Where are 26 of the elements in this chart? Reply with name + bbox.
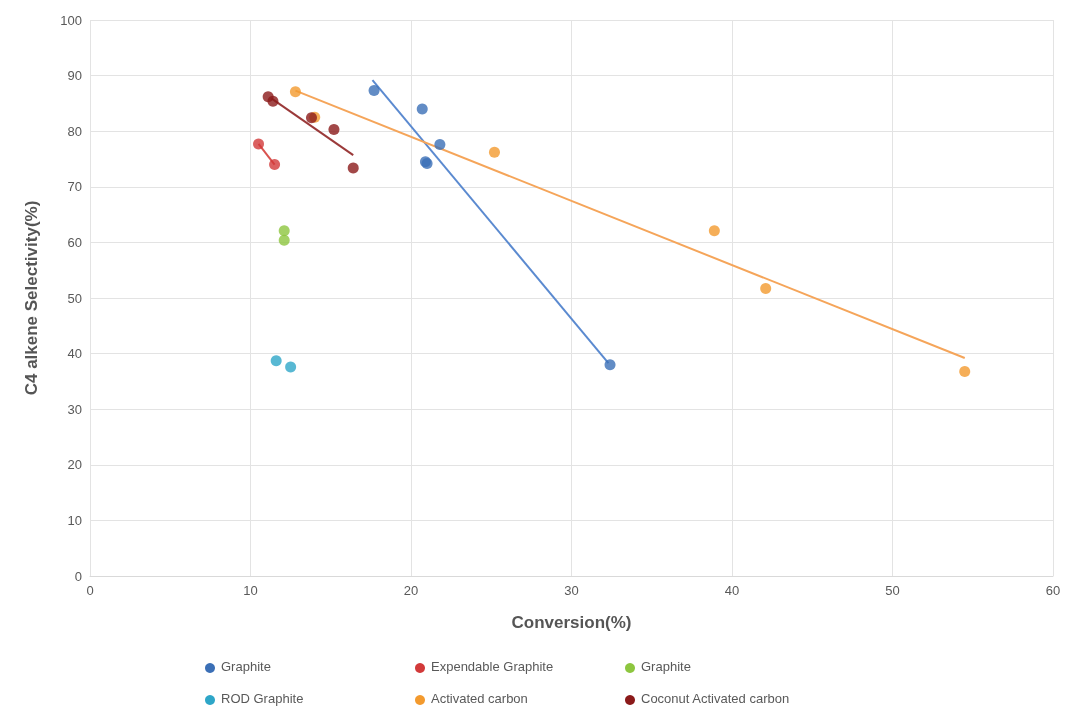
x-tick-label: 50	[885, 583, 900, 598]
x-tick-label: 60	[1045, 583, 1061, 598]
y-tick-label: 0	[74, 568, 82, 584]
legend-label: Coconut Activated carbon	[641, 691, 790, 706]
y-tick-label: 10	[67, 512, 82, 528]
y-tick-label: 90	[67, 68, 82, 84]
legend-label: Graphite	[221, 659, 271, 674]
x-tick-label: 40	[724, 583, 740, 598]
legend-label: Expendable Graphite	[431, 659, 554, 674]
legend-label: ROD Graphite	[221, 691, 304, 706]
legend-label: Activated carbon	[431, 691, 528, 706]
y-tick-label: 100	[60, 12, 82, 28]
x-tick-label: 0	[86, 583, 94, 598]
x-tick-label: 20	[403, 583, 419, 598]
y-tick-label: 50	[67, 290, 82, 306]
y-tick-label: 40	[67, 346, 82, 362]
y-axis-title: C4 alkene Selectivity(%)	[22, 200, 41, 396]
legend-label: Graphite	[641, 659, 691, 674]
x-tick-label: 30	[564, 583, 579, 598]
y-tick-label: 30	[67, 401, 82, 417]
y-tick-label: 70	[67, 179, 82, 195]
y-tick-label: 60	[67, 234, 82, 250]
x-tick-label: 10	[243, 583, 258, 598]
y-tick-label: 80	[67, 123, 82, 139]
y-tick-label: 20	[67, 457, 82, 473]
x-axis-title: Conversion(%)	[511, 613, 632, 632]
